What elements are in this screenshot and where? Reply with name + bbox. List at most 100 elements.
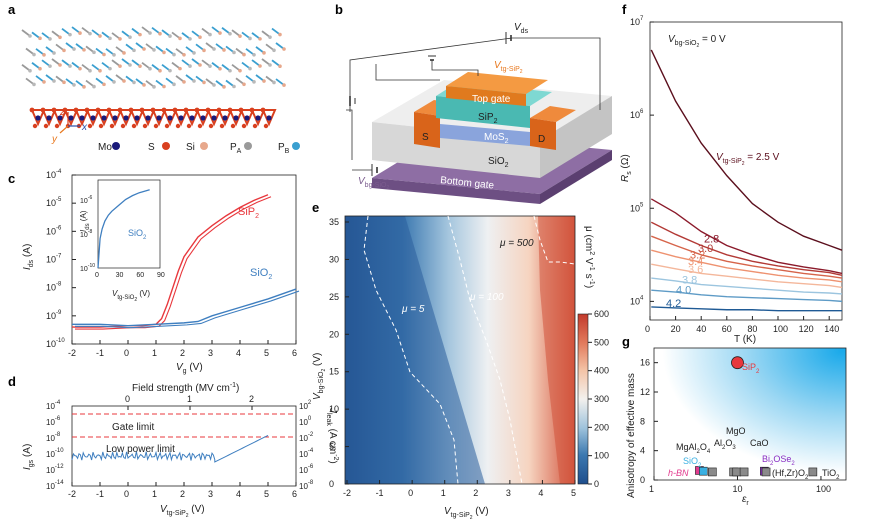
s-atom: [241, 123, 247, 129]
inset-y-tick-label: 10-10: [80, 263, 95, 273]
sip2-atom: [32, 52, 36, 57]
sip2-atom: [188, 37, 192, 41]
sip2-atom: [258, 64, 262, 68]
legend-swatch-p: [244, 142, 252, 150]
x-tick-label: 80: [747, 324, 757, 334]
s-atom: [205, 107, 211, 113]
s-atom: [186, 123, 192, 129]
point-sio: [699, 466, 708, 476]
chart-title: Vbg-SiO2 = 0 V: [668, 34, 726, 49]
sip2-atom: [208, 32, 212, 37]
sip2-atom: [68, 64, 72, 68]
s-atom: [51, 107, 57, 113]
mo-atom: [112, 115, 118, 121]
sip2-atom: [108, 66, 112, 71]
sip2-atom: [248, 66, 252, 71]
mos2-bond: [206, 109, 222, 127]
inset-series-line: [97, 189, 150, 269]
sip2-atom: [42, 53, 46, 57]
x-tick-label: 1: [152, 489, 157, 499]
sip2-atom: [122, 51, 126, 55]
sip2-atom: [242, 52, 246, 57]
s-atom: [216, 107, 222, 113]
y-tick-label: 16: [640, 358, 650, 368]
mos2-bond: [52, 109, 68, 127]
point-label: SiO2: [683, 456, 702, 469]
legend-label: Si: [186, 142, 195, 153]
sip2-atom: [212, 83, 216, 87]
sip2-atom: [92, 84, 96, 89]
x-tick-label: 10: [732, 484, 742, 494]
y-tick-label: 20: [329, 329, 339, 339]
sip2-atom: [78, 31, 82, 35]
x-tick-label: 4: [236, 348, 241, 358]
sip2-atom: [222, 85, 226, 89]
sip2-atom: [178, 66, 182, 71]
y-tick-label: 105: [630, 202, 644, 213]
plot-frame: [653, 347, 847, 481]
sip2-atom: [188, 64, 192, 68]
point-label: Bi2OSe2: [762, 454, 795, 467]
axis-x-label: x: [81, 122, 88, 133]
mo-atom: [145, 115, 151, 121]
sip2-layer-label: SiP2: [478, 112, 498, 125]
mo-atom: [233, 115, 239, 121]
sip2-atom: [82, 85, 86, 89]
x-tick-label: 120: [799, 324, 814, 334]
series-line-sio: [72, 288, 297, 327]
x-tick-label: 5: [264, 348, 269, 358]
y-tick-label: 0: [640, 475, 645, 485]
sip2-atom: [242, 82, 246, 87]
series-line-reverse: [75, 290, 300, 329]
mos2-bond: [107, 109, 123, 127]
sip2-atom: [278, 32, 282, 37]
y-tick-label: 35: [329, 217, 339, 227]
y-tick-label: 8: [640, 416, 645, 426]
mo-atom: [167, 115, 173, 121]
y-tick-label: 10-4: [46, 400, 61, 411]
mo-atom: [156, 115, 162, 121]
y-tick-label: 12: [640, 387, 650, 397]
sip2-atom: [138, 64, 142, 68]
sip2-atom: [92, 50, 96, 55]
x-tick-label: 3: [208, 348, 213, 358]
inset-x-tick-label: 30: [116, 272, 124, 279]
x-tick-label: 2: [180, 489, 185, 499]
s-atom: [238, 107, 244, 113]
inset-y-tick-label: 10-8: [80, 229, 92, 239]
inset-x-tick-label: 90: [157, 272, 165, 279]
inset-x-tick-label: 0: [95, 272, 99, 279]
sip2-atom: [268, 35, 272, 39]
sip2-atom: [38, 36, 42, 41]
leakage-series-line: [71, 434, 269, 463]
sip2-atom: [148, 66, 152, 71]
y-tick-label: 10-14: [46, 480, 64, 491]
sip2-atom: [192, 51, 196, 55]
x-tick-label: 0: [124, 348, 129, 358]
y-tick-label: 104: [630, 295, 644, 306]
sip2-atom: [52, 79, 56, 83]
chart-c: -2 -1 0 1 2 3 4 5 6 10-10 10-9 10-8 10-7 10-6 10-5 10-4…: [22, 169, 300, 375]
colorbar-tick-label: 100: [594, 451, 609, 461]
point-label: TiO2: [822, 468, 840, 481]
sip2-atom: [142, 83, 146, 87]
panel-label-c: c: [8, 171, 15, 186]
sip2-atom: [48, 64, 52, 68]
sip2-atom: [218, 31, 222, 35]
mo-atom: [200, 115, 206, 121]
series-label-3.2: 3.2: [690, 249, 705, 261]
inset-series-label: SiO2: [128, 228, 147, 241]
contour-label-mu-5: μ = 5: [401, 304, 425, 315]
sip2-atom: [152, 85, 156, 89]
sip2-atom: [42, 80, 46, 84]
heatmap-low-region: [345, 216, 485, 484]
heatmap-high-region: [538, 216, 575, 484]
s-atom: [150, 107, 156, 113]
chart-f: 0 20 40 60 80 100 120 140 104 105 106 107 Vbg-SiO2 =…: [620, 16, 843, 345]
series-label-2.5: Vtg-SiP2 = 2.5 V: [716, 152, 780, 167]
top-tick-label: 2: [249, 394, 254, 404]
axes-triad: z x y: [51, 107, 88, 145]
x-tick-label: 3: [208, 489, 213, 499]
s-atom: [161, 107, 167, 113]
sip2-atom: [238, 34, 242, 38]
